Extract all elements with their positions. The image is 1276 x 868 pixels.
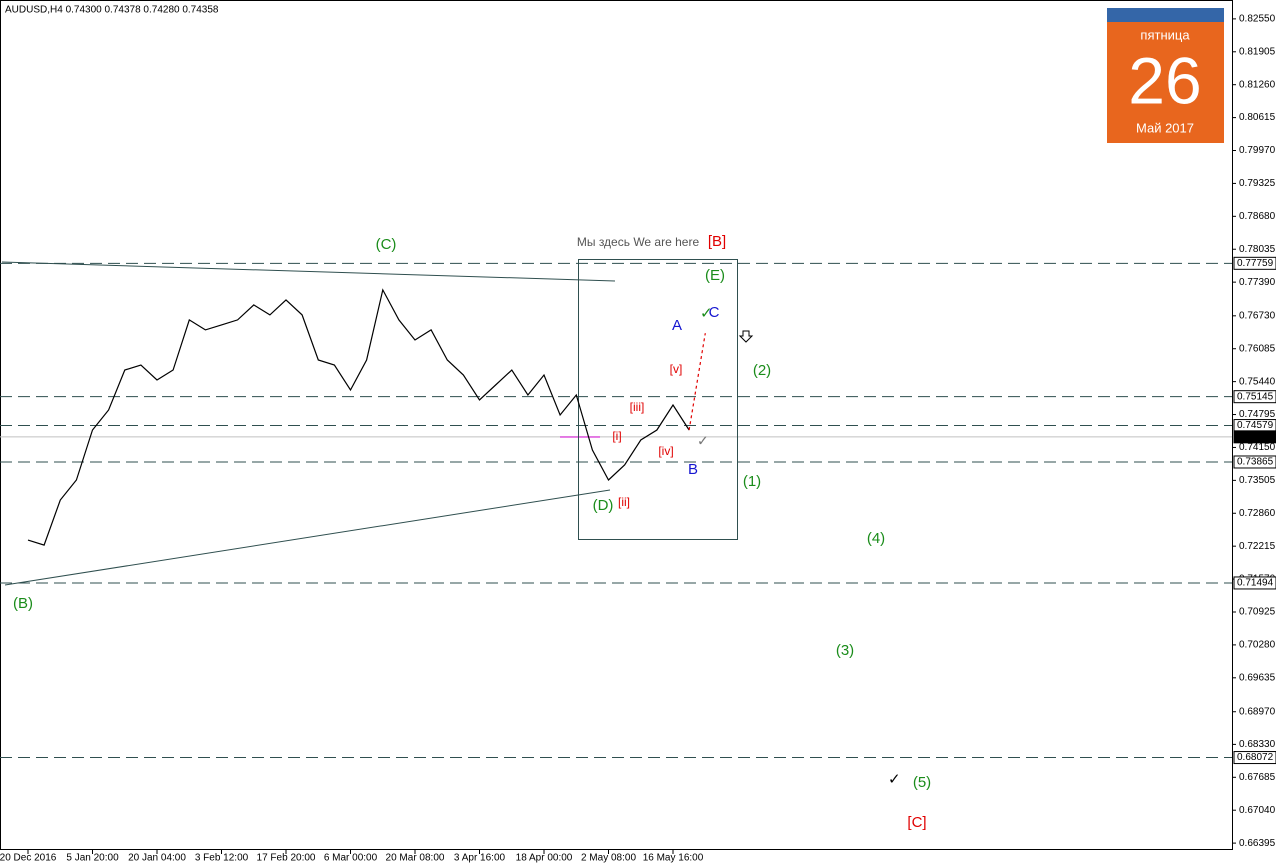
level-label: 0.77759: [1237, 258, 1274, 269]
level-label: 0.74358: [1237, 431, 1274, 442]
y-tick-label: 0.68330: [1239, 739, 1276, 750]
calendar: пятница 26 Май 2017: [1107, 8, 1224, 143]
wave-label: (C): [376, 236, 397, 253]
y-tick-label: 0.82550: [1239, 14, 1276, 25]
arrow-icon: [738, 330, 754, 343]
x-tick-label: 20 Dec 2016: [0, 853, 57, 864]
calendar-rings: [1107, 8, 1224, 22]
level-label-box: [1233, 256, 1276, 270]
wave-label: [iii]: [630, 400, 645, 414]
y-tick-label: 0.73505: [1239, 475, 1276, 486]
level-label-box: [1233, 390, 1276, 404]
wave-label: (E): [705, 267, 725, 284]
x-tick-label: 20 Mar 08:00: [386, 853, 445, 864]
trendline: [4, 489, 611, 586]
calendar-month: Май 2017: [1136, 120, 1194, 135]
y-tick-label: 0.66395: [1239, 838, 1276, 849]
wave-label: (D): [593, 497, 614, 514]
price-line: [27, 288, 690, 546]
x-tick-label: 3 Apr 16:00: [454, 853, 506, 864]
y-tick-label: 0.72215: [1239, 541, 1276, 552]
y-tick-label: 0.79325: [1239, 178, 1276, 189]
level-label: 0.74579: [1237, 420, 1274, 431]
y-tick-label: 0.70925: [1239, 607, 1276, 618]
plot: [27, 288, 1205, 843]
wave-label: (1): [743, 473, 761, 490]
wave-label: A: [672, 317, 682, 334]
wave-label: [i]: [612, 429, 621, 443]
y-tick-label: 0.78035: [1239, 244, 1276, 255]
y-tick-label: 0.78680: [1239, 211, 1276, 222]
y-tick-label: 0.69635: [1239, 672, 1276, 683]
y-tick-label: 0.81905: [1239, 46, 1276, 57]
x-tick-label: 5 Jan 20:00: [66, 853, 119, 864]
check-icon: ✓: [697, 433, 709, 449]
y-tick-label: 0.76085: [1239, 343, 1276, 354]
y-tick-label: 0.67040: [1239, 805, 1276, 816]
focus-box: [578, 259, 738, 540]
calendar-weekday: пятница: [1140, 27, 1190, 42]
calendar-day: 26: [1128, 43, 1201, 117]
x-tick-label: 17 Feb 20:00: [257, 853, 316, 864]
wave-label: C: [709, 304, 720, 321]
y-tick-label: 0.80615: [1239, 112, 1276, 123]
level-label-box: [1233, 455, 1276, 469]
wave-label: [B]: [708, 233, 726, 250]
wave-label: (3): [836, 642, 854, 659]
wave-label: (5): [913, 774, 931, 791]
wave-label: [iv]: [658, 444, 673, 458]
wave-label: [C]: [907, 814, 926, 831]
level-label: 0.73865: [1237, 457, 1274, 468]
y-tick-label: 0.70280: [1239, 640, 1276, 651]
x-tick-label: 6 Mar 00:00: [324, 853, 378, 864]
wave-label: (B): [13, 595, 33, 612]
plot-frame: [0, 0, 1233, 850]
level-label-box: [1233, 576, 1276, 590]
x-tick-label: 16 May 16:00: [643, 853, 704, 864]
check-icon: ✓: [700, 305, 713, 322]
trendline: [1, 261, 616, 282]
header: AUDUSD,H4 0.74300 0.74378 0.74280 0.7435…: [5, 5, 219, 16]
y-tick-label: 0.67685: [1239, 772, 1276, 783]
x-tick-label: 18 Apr 00:00: [516, 853, 573, 864]
y-tick-label: 0.79970: [1239, 145, 1276, 156]
wave-label: B: [688, 461, 698, 478]
levels: [0, 262, 1232, 759]
wave-label: Мы здесь We are here: [577, 235, 700, 249]
level-label: 0.75145: [1237, 391, 1274, 402]
y-tick-label: 0.77390: [1239, 277, 1276, 288]
y-tick-label: 0.74795: [1239, 409, 1276, 420]
level-label-box: [1233, 430, 1276, 444]
y-tick-label: 0.75440: [1239, 376, 1276, 387]
y-tick-label: 0.72860: [1239, 508, 1276, 519]
y-tick-label: 0.76730: [1239, 310, 1276, 321]
x-tick-label: 2 May 08:00: [581, 853, 636, 864]
y-tick-label: 0.74150: [1239, 442, 1276, 453]
level-label: 0.68072: [1237, 752, 1274, 763]
wave-label: [ii]: [618, 495, 630, 509]
check-icon: ✓: [888, 771, 901, 788]
y-tick-label: 0.81260: [1239, 79, 1276, 90]
y-tick-label: 0.68970: [1239, 706, 1276, 717]
calendar-bg: [1107, 8, 1224, 143]
x-tick-label: 20 Jan 04:00: [128, 853, 186, 864]
level-label: 0.71494: [1237, 578, 1274, 589]
x-tick-label: 3 Feb 12:00: [195, 853, 249, 864]
wave-label: (4): [867, 530, 885, 547]
wave-label: (2): [753, 362, 771, 379]
wave-label: [v]: [670, 362, 683, 376]
level-label-box: [1233, 751, 1276, 765]
